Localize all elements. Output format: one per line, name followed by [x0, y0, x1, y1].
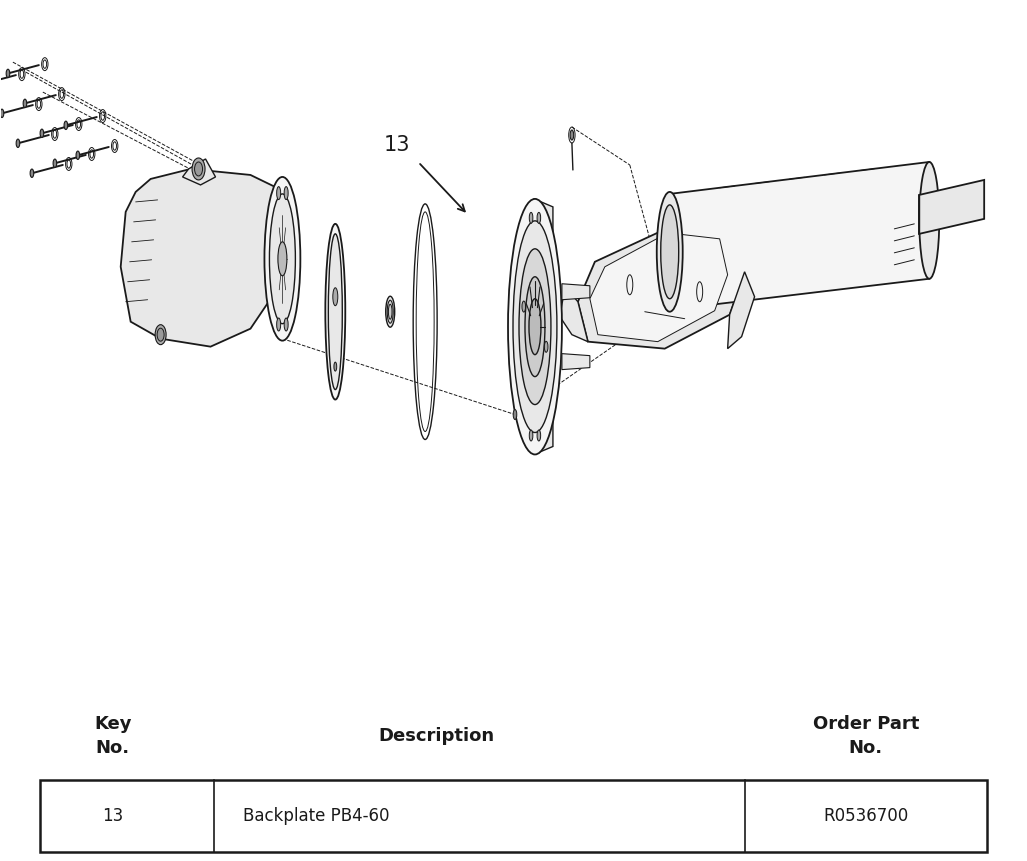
Ellipse shape	[329, 234, 342, 389]
Ellipse shape	[0, 109, 4, 118]
Ellipse shape	[514, 221, 557, 432]
Polygon shape	[727, 272, 755, 349]
Polygon shape	[534, 199, 553, 455]
Ellipse shape	[194, 162, 202, 176]
Text: No.: No.	[96, 740, 130, 757]
Ellipse shape	[529, 299, 541, 355]
Ellipse shape	[284, 318, 289, 331]
Text: 13: 13	[103, 807, 123, 825]
Ellipse shape	[6, 69, 10, 77]
Ellipse shape	[529, 430, 533, 441]
Ellipse shape	[570, 130, 574, 140]
Polygon shape	[670, 162, 929, 310]
Polygon shape	[919, 180, 984, 234]
Bar	[40, 780, 987, 852]
Ellipse shape	[656, 192, 683, 312]
Ellipse shape	[508, 199, 562, 455]
Text: R0536700: R0536700	[824, 807, 909, 825]
Polygon shape	[183, 159, 216, 185]
Ellipse shape	[278, 242, 287, 276]
Ellipse shape	[387, 300, 393, 323]
Ellipse shape	[657, 194, 682, 310]
Ellipse shape	[386, 296, 394, 327]
Ellipse shape	[276, 318, 280, 331]
Polygon shape	[560, 287, 587, 342]
Text: 13: 13	[384, 135, 411, 155]
Ellipse shape	[333, 288, 338, 306]
Ellipse shape	[525, 276, 545, 376]
Ellipse shape	[157, 328, 164, 341]
Ellipse shape	[30, 169, 34, 177]
Ellipse shape	[388, 304, 392, 319]
Polygon shape	[589, 232, 727, 342]
Text: Key: Key	[94, 715, 131, 733]
Ellipse shape	[660, 205, 679, 299]
Ellipse shape	[544, 341, 548, 352]
Ellipse shape	[24, 99, 27, 108]
Ellipse shape	[326, 224, 345, 400]
Ellipse shape	[53, 159, 56, 167]
Polygon shape	[562, 284, 589, 300]
Ellipse shape	[192, 158, 205, 180]
Ellipse shape	[40, 129, 44, 138]
Ellipse shape	[155, 325, 166, 344]
Ellipse shape	[334, 362, 337, 371]
Ellipse shape	[514, 410, 517, 419]
Ellipse shape	[529, 213, 533, 223]
Polygon shape	[562, 354, 589, 369]
Ellipse shape	[64, 121, 68, 129]
Ellipse shape	[16, 139, 20, 147]
Text: Backplate PB4-60: Backplate PB4-60	[243, 807, 389, 825]
Ellipse shape	[522, 301, 526, 312]
Ellipse shape	[519, 249, 550, 405]
Ellipse shape	[537, 213, 540, 223]
Ellipse shape	[276, 187, 280, 200]
Ellipse shape	[76, 151, 80, 159]
Ellipse shape	[269, 194, 296, 324]
Polygon shape	[578, 225, 745, 349]
Text: Order Part: Order Part	[812, 715, 919, 733]
Ellipse shape	[537, 430, 540, 441]
Polygon shape	[121, 169, 296, 347]
Ellipse shape	[284, 187, 289, 200]
Text: No.: No.	[848, 740, 883, 757]
Ellipse shape	[264, 177, 300, 341]
Text: Description: Description	[378, 728, 494, 745]
Ellipse shape	[919, 162, 940, 279]
